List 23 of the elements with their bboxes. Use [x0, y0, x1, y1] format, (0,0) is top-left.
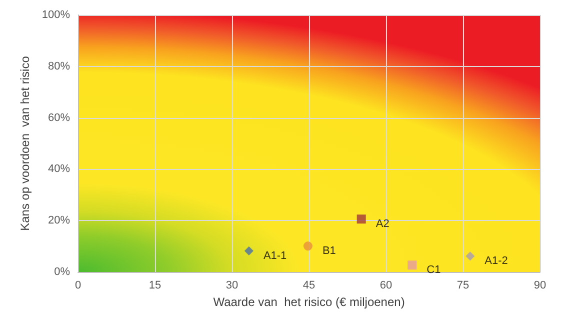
series-label: A1-1 [263, 250, 287, 262]
y-tick-label: 100% [42, 9, 70, 21]
y-tick-label: 60% [48, 112, 70, 124]
point [244, 246, 254, 256]
x-tick-label: 90 [534, 280, 546, 292]
x-tick-label: 30 [226, 280, 238, 292]
y-tick-label: 0% [54, 266, 70, 278]
point [408, 260, 417, 270]
y-tick-label: 20% [48, 214, 70, 227]
x-tick-label: 45 [302, 280, 316, 292]
series-label: B1 [322, 245, 336, 258]
x-tick-label: 60 [380, 280, 392, 292]
point [356, 214, 366, 224]
x-tick-label: 75 [456, 280, 470, 292]
point [466, 252, 475, 261]
y-tick-label: 80% [48, 60, 70, 72]
x-tick-label: 0 [74, 280, 82, 292]
y-tick-label: 40% [48, 163, 70, 176]
point [303, 242, 312, 251]
series-label: A1-2 [484, 255, 508, 268]
x-tick-label: 15 [148, 280, 162, 292]
y-axis-title: Kans op voordoen van het risico [18, 56, 32, 231]
x-axis-title: Waarde van het risico (€ miljoenen) [213, 294, 405, 309]
